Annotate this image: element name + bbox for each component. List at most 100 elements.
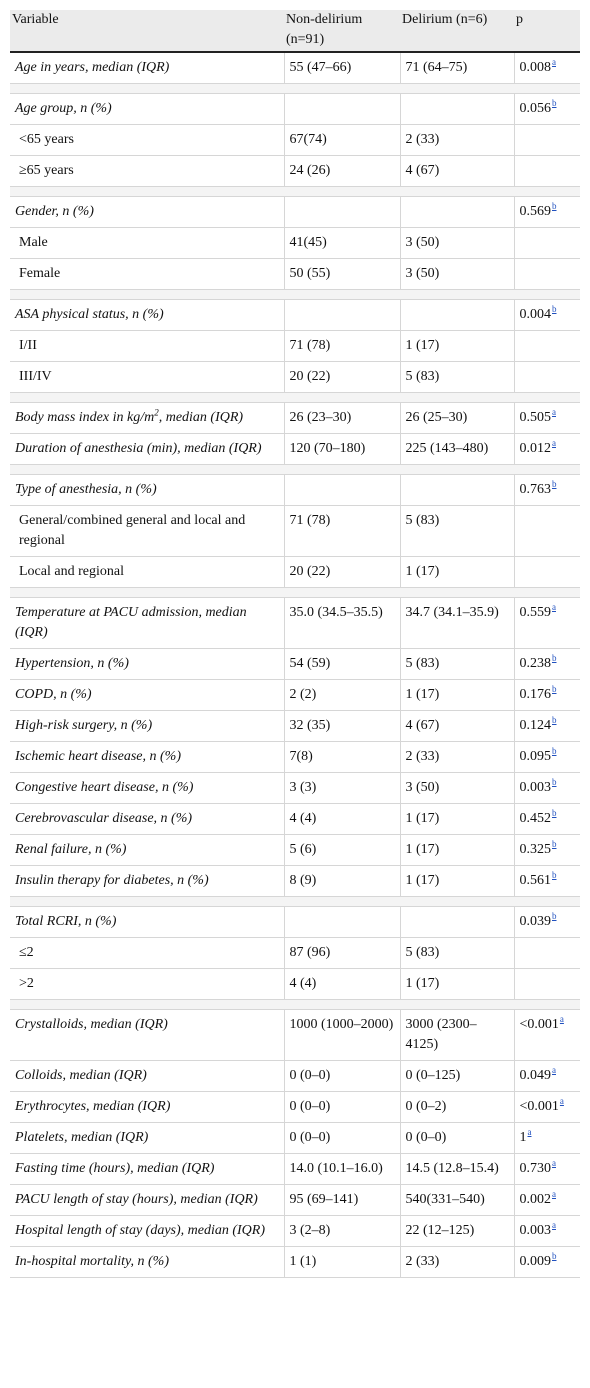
footnote-link[interactable]: b	[552, 98, 557, 109]
p-value-cell: 0.124b	[514, 710, 580, 742]
variable-cell: Type of anesthesia, n (%)	[10, 474, 285, 506]
p-value-cell: 0.009b	[514, 1246, 580, 1278]
variable-label: Age group, n (%)	[15, 101, 112, 116]
non-delirium-cell: 95 (69–141)	[284, 1184, 401, 1216]
p-value-cell: 0.008a	[514, 52, 580, 84]
variable-cell: ≤2	[10, 937, 285, 969]
footnote-link[interactable]: b	[552, 777, 557, 788]
p-value: 0.008	[519, 60, 552, 75]
table-row: Platelets, median (IQR) 0 (0–0) 0 (0–0) 1a	[10, 1122, 580, 1154]
delirium-cell: 1 (17)	[400, 679, 515, 711]
delirium-cell	[400, 474, 515, 506]
variable-cell: Erythrocytes, median (IQR)	[10, 1091, 285, 1123]
delirium-cell: 3 (50)	[400, 772, 515, 804]
footnote-link[interactable]: b	[552, 201, 557, 212]
header-row: Variable Non-delirium (n=91) Delirium (n…	[10, 10, 580, 53]
footnote-link[interactable]: b	[552, 870, 557, 881]
footnote-link[interactable]: a	[552, 602, 556, 613]
variable-cell: Local and regional	[10, 556, 285, 588]
footnote-link[interactable]: b	[552, 715, 557, 726]
footnote-link[interactable]: a	[552, 1189, 556, 1200]
p-value-cell: 0.325b	[514, 834, 580, 866]
delirium-cell: 1 (17)	[400, 968, 515, 1000]
table-row: Type of anesthesia, n (%) 0.763b	[10, 474, 580, 506]
variable-label: Type of anesthesia, n (%)	[15, 482, 157, 497]
table-row: High-risk surgery, n (%) 32 (35) 4 (67) 0.1…	[10, 710, 580, 742]
variable-label: Platelets, median (IQR)	[15, 1130, 149, 1145]
non-delirium-cell: 54 (59)	[284, 648, 401, 680]
delirium-cell: 2 (33)	[400, 1246, 515, 1278]
p-value-cell	[514, 155, 580, 187]
footnote-link[interactable]: b	[552, 479, 557, 490]
variable-label: Erythrocytes, median (IQR)	[15, 1099, 171, 1114]
p-value: 0.325	[519, 842, 552, 857]
delirium-cell: 2 (33)	[400, 741, 515, 773]
footnote-link[interactable]: b	[552, 746, 557, 757]
footnote-link[interactable]: a	[559, 1096, 564, 1107]
spacer-row	[10, 392, 580, 403]
p-value: <0.001	[519, 1099, 559, 1114]
p-value: 0.559	[519, 605, 552, 620]
spacer-cell	[10, 587, 580, 598]
table-row: Colloids, median (IQR) 0 (0–0) 0 (0–125) 0.…	[10, 1060, 580, 1092]
spacer-cell	[10, 289, 580, 300]
table-row: Ischemic heart disease, n (%) 7(8) 2 (33) 0…	[10, 741, 580, 773]
p-value: 0.009	[519, 1254, 552, 1269]
spacer-cell	[10, 83, 580, 94]
footnote-link[interactable]: b	[552, 653, 557, 664]
p-value-cell	[514, 556, 580, 588]
non-delirium-cell	[284, 474, 401, 506]
footnote-link[interactable]: a	[552, 1158, 556, 1169]
p-value: 0.039	[519, 914, 552, 929]
variable-label: Ischemic heart disease, n (%)	[15, 749, 182, 764]
variable-label: Cerebrovascular disease, n (%)	[15, 811, 193, 826]
variable-cell: Insulin therapy for diabetes, n (%)	[10, 865, 285, 897]
footnote-link[interactable]: b	[552, 1251, 557, 1262]
variable-cell: Colloids, median (IQR)	[10, 1060, 285, 1092]
spacer-cell	[10, 464, 580, 475]
footnote-link[interactable]: a	[559, 1014, 564, 1025]
footnote-link[interactable]: b	[552, 684, 557, 695]
footnote-link[interactable]: b	[552, 911, 557, 922]
p-value-cell: 0.763b	[514, 474, 580, 506]
footnote-link[interactable]: a	[527, 1127, 532, 1138]
spacer-cell	[10, 999, 580, 1010]
p-value-cell	[514, 227, 580, 259]
p-value-cell: 0.569b	[514, 196, 580, 228]
variable-label: III/IV	[19, 369, 52, 384]
p-value-cell: 0.056b	[514, 93, 580, 125]
footnote-link[interactable]: a	[552, 438, 556, 449]
header-delirium: Delirium (n=6)	[400, 10, 514, 53]
header-p: p	[514, 10, 580, 53]
delirium-cell: 22 (12–125)	[400, 1215, 515, 1247]
p-value-cell: 0.095b	[514, 741, 580, 773]
table-row: Insulin therapy for diabetes, n (%) 8 (9)…	[10, 865, 580, 897]
variable-label: Gender, n (%)	[15, 204, 94, 219]
delirium-cell: 2 (33)	[400, 124, 515, 156]
p-value: <0.001	[519, 1017, 559, 1032]
delirium-cell: 71 (64–75)	[400, 52, 515, 84]
table-row: PACU length of stay (hours), median (IQR…	[10, 1184, 580, 1216]
footnote-link[interactable]: a	[552, 1065, 556, 1076]
footnote-link[interactable]: a	[552, 57, 556, 68]
footnote-link[interactable]: b	[552, 304, 557, 315]
spacer-row	[10, 587, 580, 598]
variable-cell: Temperature at PACU admission, median (I…	[10, 597, 285, 649]
footnote-link[interactable]: b	[552, 808, 557, 819]
footnote-link[interactable]: b	[552, 839, 557, 850]
variable-label: >2	[19, 976, 34, 991]
table-row: In-hospital mortality, n (%) 1 (1) 2 (33) 0…	[10, 1246, 580, 1278]
p-value-cell: 0.004b	[514, 299, 580, 331]
delirium-cell: 26 (25–30)	[400, 402, 515, 434]
variable-label: Insulin therapy for diabetes, n (%)	[15, 873, 209, 888]
table-row: COPD, n (%) 2 (2) 1 (17) 0.176b	[10, 679, 580, 711]
header-non-delirium: Non-delirium (n=91)	[284, 10, 400, 53]
delirium-cell: 225 (143–480)	[400, 433, 515, 465]
variable-cell: Renal failure, n (%)	[10, 834, 285, 866]
footnote-link[interactable]: a	[552, 1220, 556, 1231]
variable-label: COPD, n (%)	[15, 687, 92, 702]
variable-cell: In-hospital mortality, n (%)	[10, 1246, 285, 1278]
footnote-link[interactable]: a	[552, 407, 556, 418]
p-value: 0.003	[519, 780, 552, 795]
non-delirium-cell: 26 (23–30)	[284, 402, 401, 434]
